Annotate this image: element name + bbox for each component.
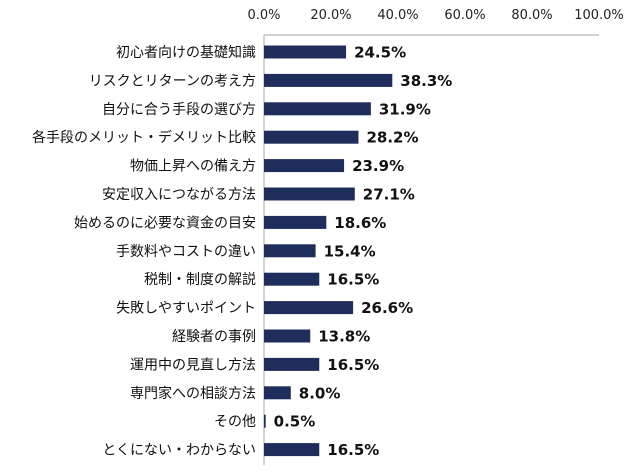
category-label: 専門家への相談方法 xyxy=(130,385,256,402)
category-label: 各手段のメリット・デメリット比較 xyxy=(32,129,256,146)
category-label: 失敗しやすいポイント xyxy=(116,301,256,317)
bar xyxy=(264,443,320,457)
category-label: その他 xyxy=(214,414,256,430)
bar xyxy=(264,215,327,229)
bar xyxy=(264,357,320,371)
category-label: 手数料やコストの違い xyxy=(116,244,256,260)
bar xyxy=(264,301,354,315)
category-labels: 初心者向けの基礎知識リスクとリターンの考え方自分に合う手段の選び方各手段のメリッ… xyxy=(32,44,256,459)
value-label: 31.9% xyxy=(379,100,431,118)
value-label: 15.4% xyxy=(324,242,376,260)
category-label: とくにない・わからない xyxy=(102,443,256,459)
value-label: 38.3% xyxy=(400,72,452,90)
bar xyxy=(264,130,359,144)
value-label: 8.0% xyxy=(299,384,341,402)
category-label: 運用中の見直し方法 xyxy=(130,356,256,373)
category-label: リスクとリターンの考え方 xyxy=(89,73,256,89)
x-tick-label: 20.0% xyxy=(310,8,351,23)
category-label: 初心者向けの基礎知識 xyxy=(116,44,256,61)
bar xyxy=(264,45,347,59)
bar xyxy=(264,159,345,173)
x-tick-label: 0.0% xyxy=(247,8,280,23)
bar xyxy=(264,102,371,116)
bar xyxy=(264,272,320,286)
bar xyxy=(264,244,316,258)
value-label: 16.5% xyxy=(327,356,379,374)
value-label: 23.9% xyxy=(352,157,404,175)
category-label: 物価上昇への備え方 xyxy=(130,159,256,175)
value-label: 26.6% xyxy=(361,299,413,317)
bar xyxy=(264,386,291,400)
value-label: 0.5% xyxy=(274,413,316,431)
x-axis-ticks: 0.0% 20.0% 40.0% 60.0% 80.0% 100.0% xyxy=(247,8,623,23)
value-labels: 24.5% 38.3% 31.9% 28.2% 23.9% 27.1% 18.6% 15.4%… xyxy=(274,44,453,460)
value-label: 27.1% xyxy=(363,186,415,204)
category-label: 始めるのに必要な資金の目安 xyxy=(74,215,256,231)
value-label: 13.8% xyxy=(318,328,370,346)
bar xyxy=(264,73,393,87)
value-label: 16.5% xyxy=(327,271,379,289)
value-label: 16.5% xyxy=(327,441,379,459)
category-label: 経験者の事例 xyxy=(172,329,256,345)
bar xyxy=(264,414,266,428)
x-tick-label: 60.0% xyxy=(444,8,485,23)
x-tick-label: 40.0% xyxy=(377,8,418,23)
value-label: 18.6% xyxy=(334,214,386,232)
x-tick-label: 80.0% xyxy=(511,8,552,23)
category-label: 安定収入につながる方法 xyxy=(102,187,256,203)
bars xyxy=(264,45,393,457)
x-tick-label: 100.0% xyxy=(574,8,624,23)
bar xyxy=(264,329,311,343)
value-label: 24.5% xyxy=(354,44,406,62)
bar xyxy=(264,187,355,201)
value-label: 28.2% xyxy=(366,129,418,147)
category-label: 自分に合う手段の選び方 xyxy=(102,102,256,118)
category-label: 税制・制度の解説 xyxy=(144,272,256,288)
